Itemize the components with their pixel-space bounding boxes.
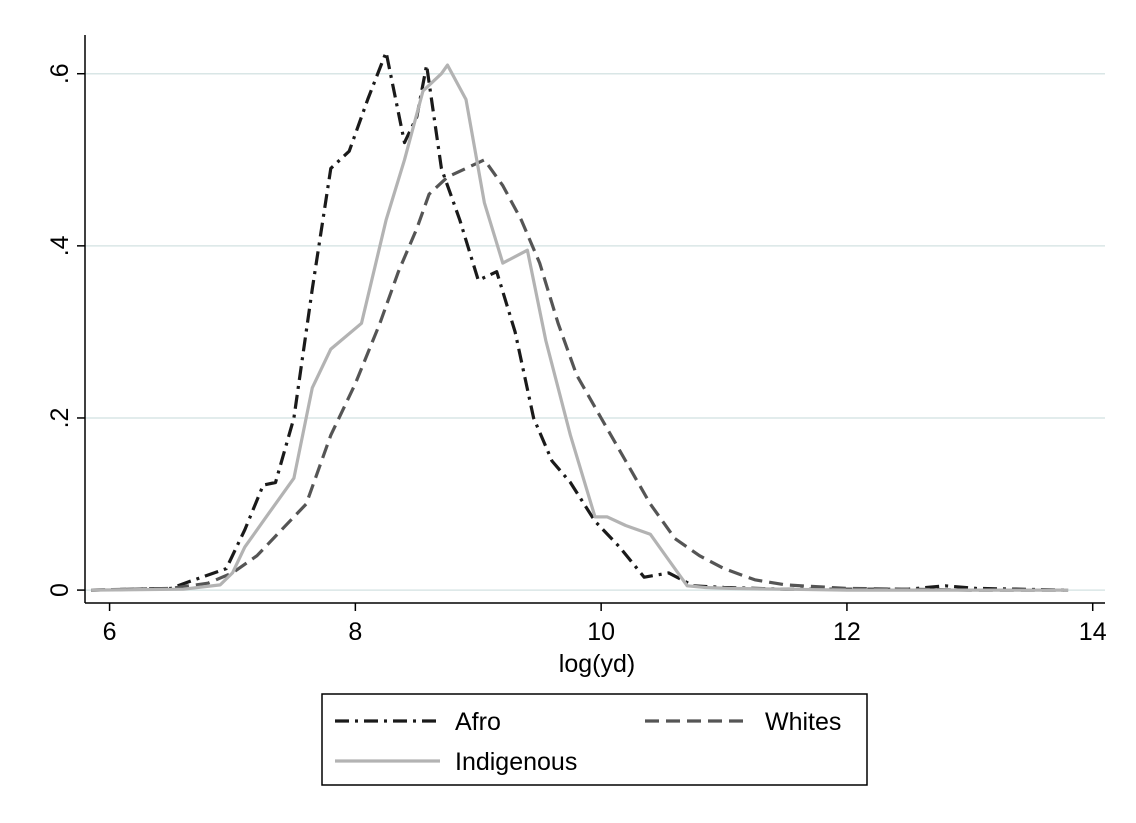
series-line-whites (91, 158, 1069, 592)
legend-label-whites: Whites (765, 708, 841, 736)
y-tick-label: .6 (46, 63, 74, 84)
x-tick-label: 14 (1079, 618, 1107, 646)
axes: 0 .2 .4 .6 6 8 10 12 14 (46, 35, 1107, 646)
legend: Afro Whites Indigenous (321, 693, 868, 786)
y-tick-label: .2 (46, 408, 74, 429)
x-tick-label: 10 (587, 618, 615, 646)
x-tick-label: 6 (103, 618, 117, 646)
series-lines (91, 50, 1069, 592)
legend-box (321, 693, 868, 786)
x-tick-label: 8 (348, 618, 362, 646)
y-tick-label: 0 (46, 583, 74, 597)
y-tick-label: .4 (46, 235, 74, 256)
x-tick-label: 12 (833, 618, 861, 646)
series-line-indigenous (91, 63, 1069, 592)
legend-label-afro: Afro (455, 708, 501, 736)
legend-label-indigenous: Indigenous (455, 748, 577, 776)
x-axis-title: log(yd) (559, 650, 635, 678)
